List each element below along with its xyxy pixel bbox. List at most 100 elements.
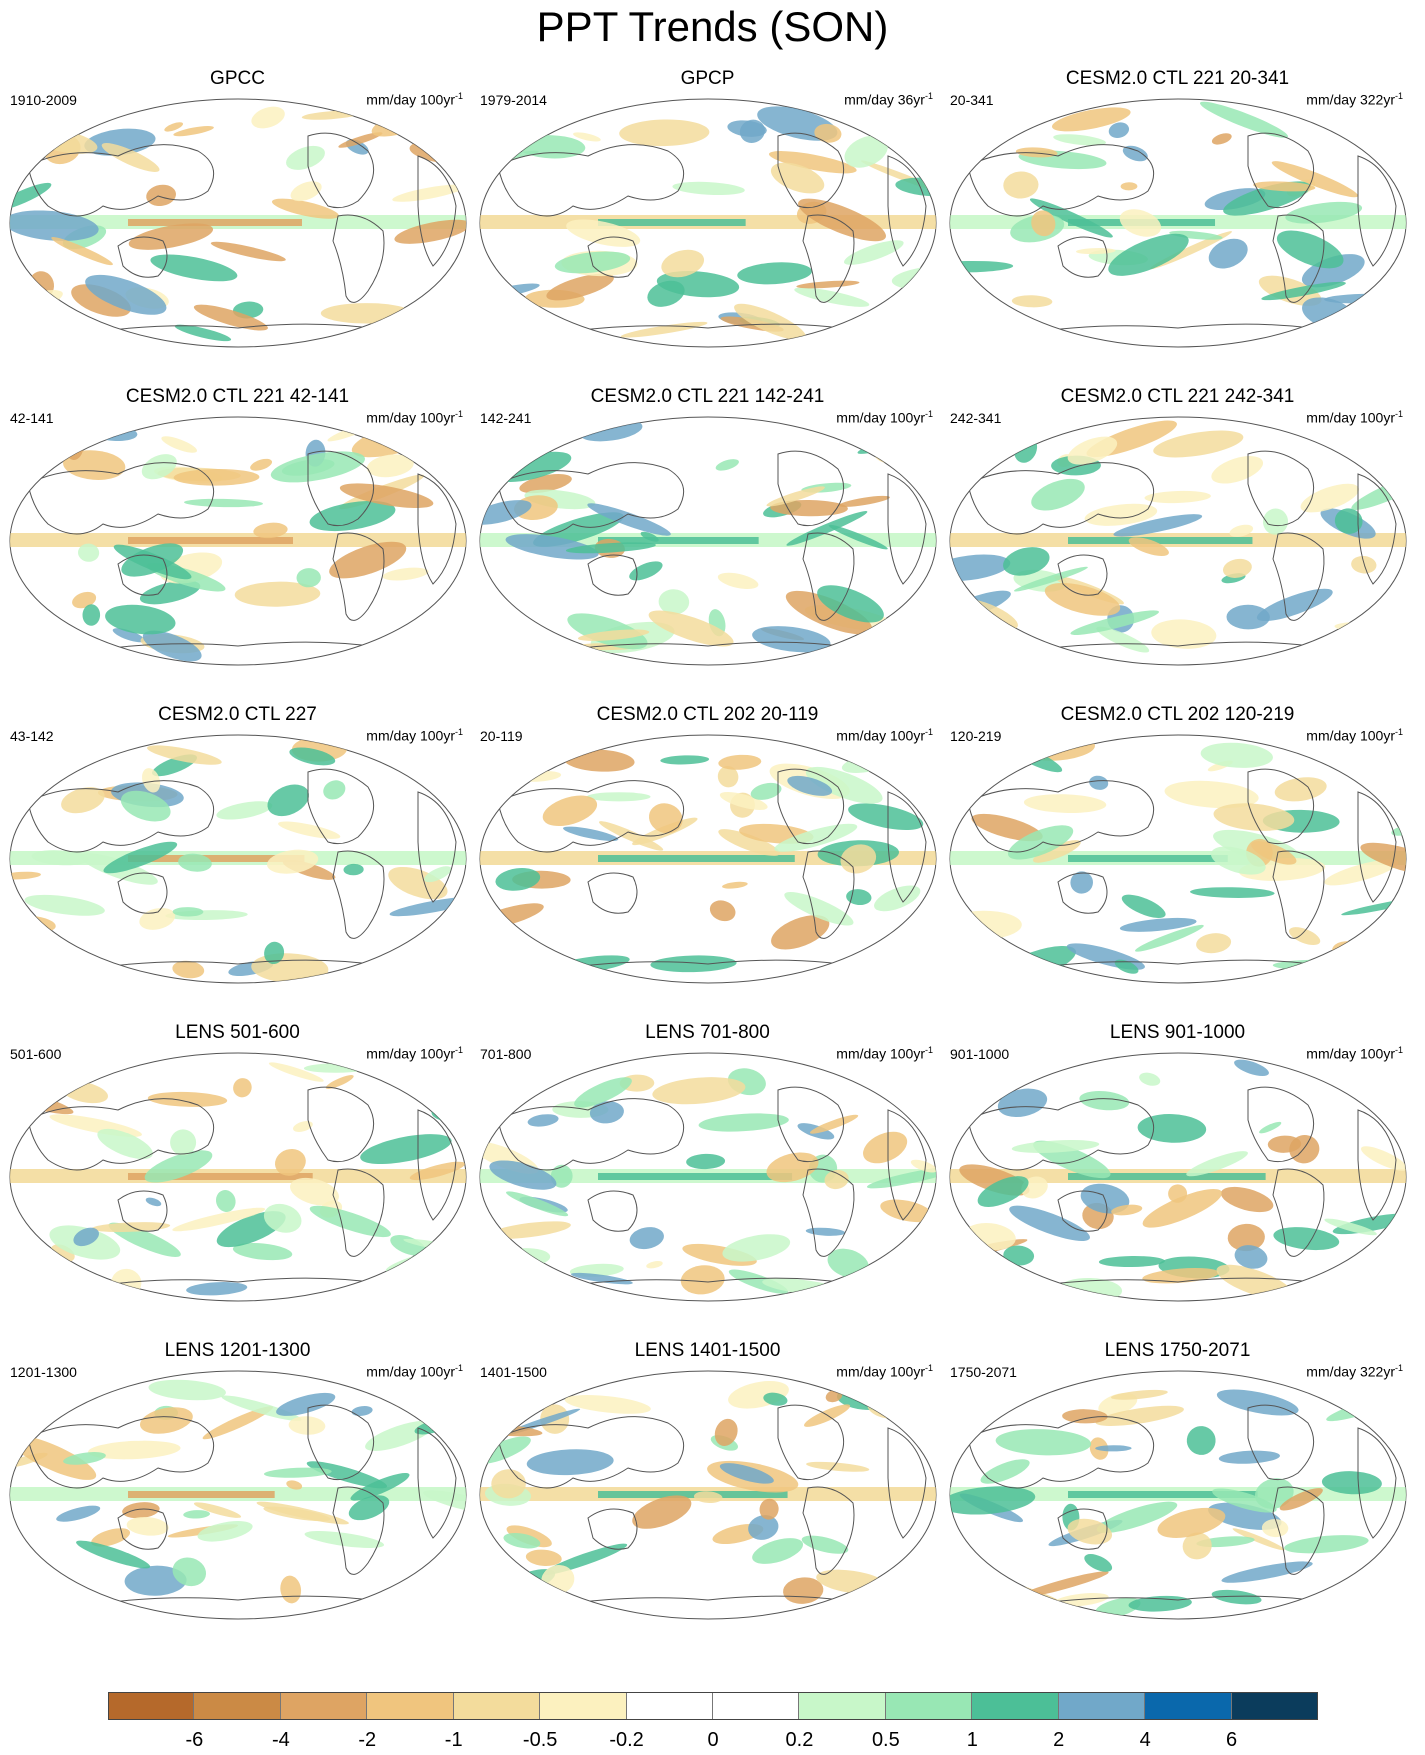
units-exponent: -1 — [454, 409, 463, 419]
colorbar-swatch — [280, 1692, 368, 1720]
units-text: mm/day 100yr — [836, 727, 925, 744]
panel-title: LENS 1750-2071 — [1104, 1340, 1251, 1361]
panel-period: 120-219 — [950, 728, 1002, 744]
colorbar-swatch — [194, 1692, 281, 1720]
units-exponent: -1 — [454, 1045, 463, 1055]
panel-period: 242-341 — [950, 410, 1002, 426]
colorbar-swatch — [540, 1692, 627, 1720]
panel-period: 142-241 — [480, 410, 532, 426]
panel-title: CESM2.0 CTL 221 142-241 — [590, 386, 825, 407]
panel-units: mm/day 100yr-1 — [366, 1042, 463, 1062]
colorbar-tick-label: 0.2 — [785, 1729, 814, 1751]
panel-units: mm/day 100yr-1 — [836, 406, 933, 426]
units-exponent: -1 — [924, 1045, 933, 1055]
units-exponent: -1 — [1394, 91, 1403, 101]
units-exponent: -1 — [924, 91, 933, 101]
panel-units: mm/day 100yr-1 — [1306, 1042, 1403, 1062]
units-exponent: -1 — [1394, 727, 1403, 737]
panel-title: CESM2.0 CTL 221 20-341 — [1065, 68, 1290, 89]
world-map — [9, 98, 467, 348]
world-map — [9, 1052, 467, 1302]
panel-period: 20-341 — [950, 92, 994, 108]
colorbar-swatch — [972, 1692, 1059, 1720]
units-text: mm/day 100yr — [1306, 1045, 1395, 1062]
panel-period: 1979-2014 — [480, 92, 547, 108]
panel-period: 901-1000 — [950, 1046, 1010, 1062]
units-text: mm/day 100yr — [836, 1045, 925, 1062]
units-text: mm/day 100yr — [1306, 409, 1395, 426]
map-panel: LENS 1201-1300 1201-1300 mm/day 100yr-1 — [0, 1272, 475, 1620]
units-text: mm/day 36yr — [844, 91, 925, 108]
world-map — [949, 416, 1407, 666]
map-panel: CESM2.0 CTL 227 43-142 mm/day 100yr-1 — [0, 636, 475, 984]
panel-title: LENS 701-800 — [645, 1022, 770, 1043]
map-panel: CESM2.0 CTL 221 42-141 42-141 mm/day 100yr… — [0, 318, 475, 666]
colorbar-swatch — [1145, 1692, 1232, 1720]
colorbar-swatch — [626, 1692, 713, 1720]
units-exponent: -1 — [1394, 1045, 1403, 1055]
colorbar-tick-label: -4 — [271, 1729, 290, 1751]
map-panel: CESM2.0 CTL 221 20-341 20-341 mm/day 322yr… — [940, 0, 1415, 348]
map-panel: GPCP 1979-2014 mm/day 36yr-1 — [470, 0, 945, 348]
colorbar-tick-label: 0.5 — [871, 1729, 900, 1751]
panel-title: CESM2.0 CTL 221 42-141 — [125, 386, 350, 407]
colorbar-swatch — [885, 1692, 973, 1720]
world-map — [949, 734, 1407, 984]
colorbar-swatch — [453, 1692, 541, 1720]
map-panel: LENS 1401-1500 1401-1500 mm/day 100yr-1 — [470, 1272, 945, 1620]
colorbar-tick-label: 4 — [1139, 1729, 1151, 1751]
panel-period: 43-142 — [10, 728, 54, 744]
world-map — [479, 1052, 937, 1302]
world-map — [9, 734, 467, 984]
colorbar-swatch — [367, 1692, 454, 1720]
world-map — [479, 416, 937, 666]
colorbar-frame — [108, 1692, 1318, 1720]
colorbar-tick-label: -1 — [444, 1729, 463, 1751]
panel-units: mm/day 100yr-1 — [366, 88, 463, 108]
units-exponent: -1 — [454, 91, 463, 101]
map-panel: LENS 501-600 501-600 mm/day 100yr-1 — [0, 954, 475, 1302]
panel-title: LENS 1201-1300 — [164, 1340, 311, 1361]
map-panel: LENS 901-1000 901-1000 mm/day 100yr-1 — [940, 954, 1415, 1302]
world-map — [479, 98, 937, 348]
colorbar-tick-label: 6 — [1226, 1729, 1238, 1751]
panel-units: mm/day 322yr-1 — [1306, 88, 1403, 108]
units-exponent: -1 — [1394, 1363, 1403, 1373]
panel-units: mm/day 100yr-1 — [836, 1042, 933, 1062]
world-map — [479, 734, 937, 984]
units-text: mm/day 322yr — [1306, 1363, 1395, 1380]
panel-title: CESM2.0 CTL 202 120-219 — [1060, 704, 1295, 725]
panel-period: 1201-1300 — [10, 1364, 77, 1380]
units-text: mm/day 100yr — [366, 1363, 455, 1380]
colorbar-tick-label: -0.2 — [609, 1729, 644, 1751]
colorbar-tick-label: -0.5 — [522, 1729, 558, 1751]
world-map — [949, 1052, 1407, 1302]
map-panel: LENS 701-800 701-800 mm/day 100yr-1 — [470, 954, 945, 1302]
panel-title: LENS 1401-1500 — [634, 1340, 781, 1361]
units-exponent: -1 — [924, 409, 933, 419]
panel-title: GPCC — [210, 68, 265, 89]
panel-period: 1910-2009 — [10, 92, 77, 108]
colorbar-swatch — [108, 1692, 195, 1720]
units-text: mm/day 100yr — [1306, 727, 1395, 744]
units-text: mm/day 100yr — [366, 91, 455, 108]
map-panel: LENS 1750-2071 1750-2071 mm/day 322yr-1 — [940, 1272, 1415, 1620]
panel-period: 1750-2071 — [950, 1364, 1017, 1380]
colorbar-tick-label: -6 — [185, 1729, 204, 1751]
colorbar-swatch — [713, 1692, 800, 1720]
world-map — [9, 416, 467, 666]
panel-period: 20-119 — [480, 728, 523, 744]
panel-units: mm/day 322yr-1 — [1306, 1360, 1403, 1380]
map-panel: CESM2.0 CTL 202 20-119 20-119 mm/day 100yr… — [470, 636, 945, 984]
panel-units: mm/day 100yr-1 — [366, 406, 463, 426]
world-map — [479, 1370, 937, 1620]
colorbar-tick-label: -2 — [358, 1729, 377, 1751]
panel-title: GPCP — [680, 68, 735, 89]
colorbar-tick-label: 0 — [707, 1729, 719, 1751]
panel-units: mm/day 100yr-1 — [836, 1360, 933, 1380]
map-panel: GPCC 1910-2009 mm/day 100yr-1 — [0, 0, 475, 348]
panel-units: mm/day 100yr-1 — [1306, 406, 1403, 426]
units-text: mm/day 100yr — [836, 409, 925, 426]
map-panel: CESM2.0 CTL 221 142-241 142-241 mm/day 100… — [470, 318, 945, 666]
colorbar — [108, 1692, 1318, 1720]
